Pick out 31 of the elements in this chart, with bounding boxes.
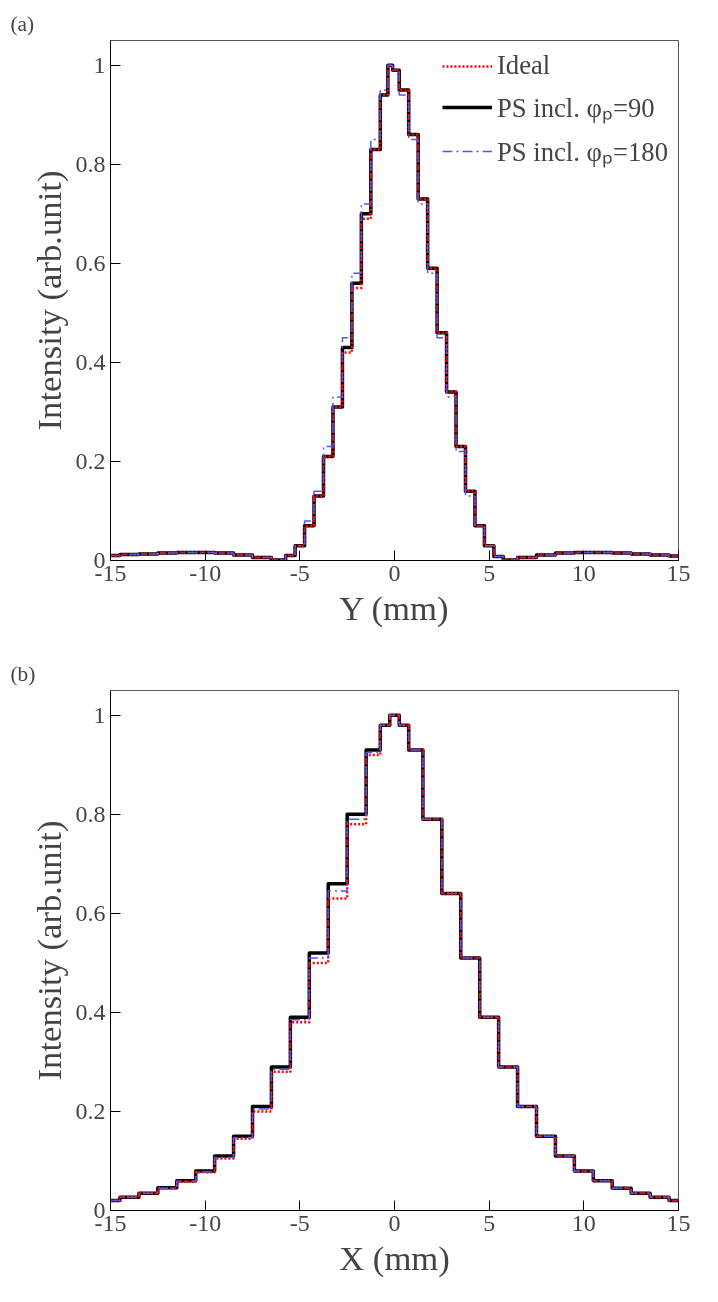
x-tick-label: 15 xyxy=(666,1209,691,1236)
legend-label: PS incl. φₚ=180 xyxy=(496,136,668,169)
chart-title: (b) xyxy=(10,661,36,686)
y-tick-label: 0.4 xyxy=(75,348,106,375)
y-tick-label: 1 xyxy=(93,701,106,728)
x-tick-label: -10 xyxy=(189,1209,222,1236)
y-axis-title: Intensity (arb.unit) xyxy=(29,170,69,431)
x-axis-title: Y (mm) xyxy=(339,588,449,628)
y-tick-label: 1 xyxy=(93,51,106,78)
legend-label: Ideal xyxy=(496,50,551,81)
chart-title: (a) xyxy=(10,11,35,36)
y-tick-label: 0.8 xyxy=(75,800,106,827)
x-tick-label: 0 xyxy=(388,559,401,586)
x-tick-label: -5 xyxy=(289,1209,310,1236)
x-tick-label: -10 xyxy=(189,559,222,586)
x-tick-label: 10 xyxy=(571,1209,596,1236)
y-tick-label: 0.2 xyxy=(75,447,106,474)
x-tick-label: 5 xyxy=(483,1209,496,1236)
y-axis-title: Intensity (arb.unit) xyxy=(29,820,69,1081)
y-tick-label: 0.4 xyxy=(75,998,106,1025)
x-axis-title: X (mm) xyxy=(339,1238,450,1278)
x-tick-label: 0 xyxy=(388,1209,401,1236)
y-tick-label: 0.6 xyxy=(75,249,106,276)
y-tick-label: 0.2 xyxy=(75,1097,106,1124)
x-tick-label: 15 xyxy=(666,559,691,586)
legend-label: PS incl. φₚ=90 xyxy=(496,92,655,125)
x-tick-label: 10 xyxy=(571,559,596,586)
x-tick-label: -5 xyxy=(289,559,310,586)
y-tick-label: 0.6 xyxy=(75,899,106,926)
y-tick-label: 0.8 xyxy=(75,150,106,177)
x-tick-label: 5 xyxy=(483,559,496,586)
